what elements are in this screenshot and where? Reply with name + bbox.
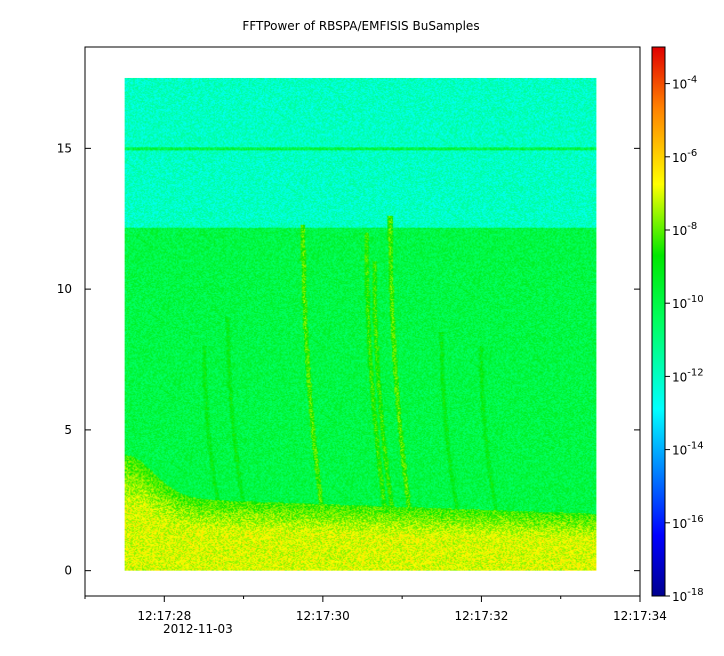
colorbar-tick-label: 10-4: [672, 75, 697, 92]
x-date-label: 2012-11-03: [163, 622, 233, 636]
chart-title: FFTPower of RBSPA/EMFISIS BuSamples: [242, 19, 479, 33]
x-tick-label: 12:17:30: [296, 609, 350, 623]
y-tick-label: 15: [57, 141, 72, 155]
colorbar-tick-label: 10-18: [672, 587, 704, 604]
x-tick-label: 12:17:28: [137, 609, 191, 623]
y-tick-label: 10: [57, 282, 72, 296]
y-tick-label: 5: [64, 423, 72, 437]
colorbar-tick-label: 10-14: [672, 441, 704, 458]
colorbar-tick-label: 10-8: [672, 221, 697, 238]
y-axis: 0 5 10 15: [57, 141, 640, 578]
colorbar-axis: 10-4 10-6 10-8 10-10 10-12 10-14 10-16 10-18: [665, 75, 704, 604]
colorbar-tick-label: 10-16: [672, 514, 704, 531]
colorbar: [651, 46, 666, 597]
colorbar-tick-label: 10-6: [672, 148, 697, 165]
spectrogram-image: [124, 77, 597, 571]
x-axis: 12:17:28 12:17:30 12:17:32 12:17:34: [84, 596, 667, 623]
colorbar-tick-label: 10-12: [672, 367, 704, 384]
colorbar-tick-label: 10-10: [672, 294, 704, 311]
y-tick-label: 0: [64, 564, 72, 578]
x-tick-label: 12:17:32: [454, 609, 508, 623]
x-tick-label: 12:17:34: [613, 609, 667, 623]
